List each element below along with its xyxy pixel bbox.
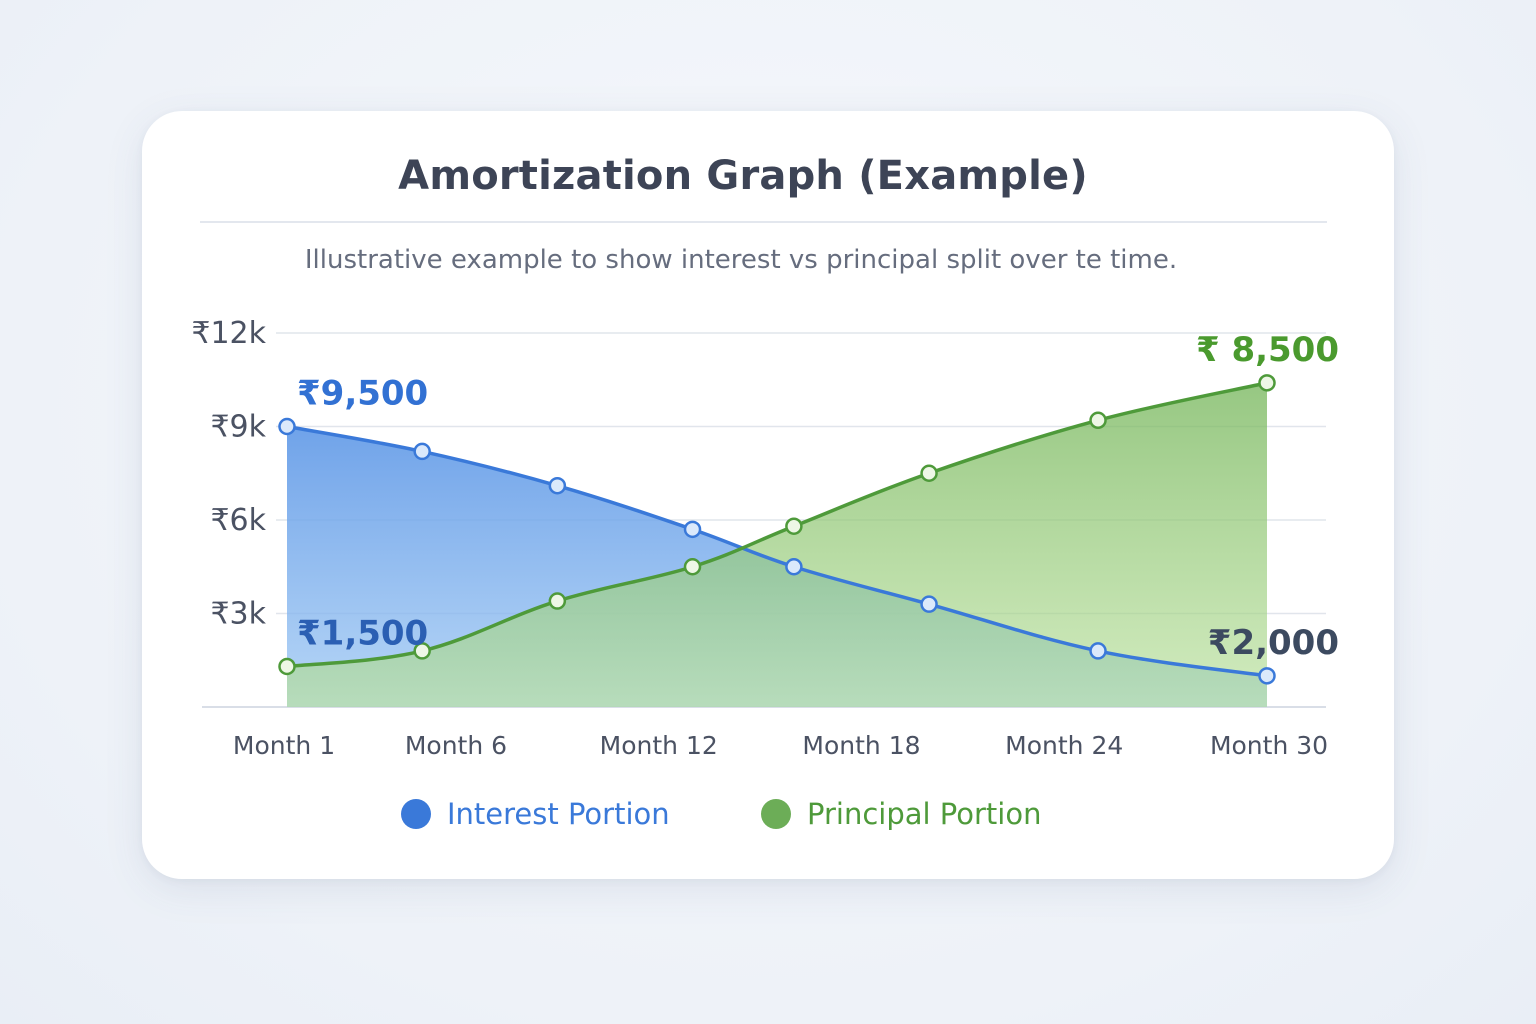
legend-label: Principal Portion xyxy=(807,797,1042,831)
y-tick-label: ₹6k xyxy=(210,503,266,538)
legend-dot-icon xyxy=(761,799,791,829)
principal-portion-point[interactable] xyxy=(785,517,803,535)
x-tick-label: Month 6 xyxy=(405,731,507,760)
legend: Interest Portion Principal Portion xyxy=(0,792,1536,836)
interest-portion-point[interactable] xyxy=(278,417,296,436)
y-tick-label: ₹3k xyxy=(210,597,266,632)
x-tick-label: Month 30 xyxy=(1210,731,1328,760)
data-label: ₹1,500 xyxy=(297,613,428,653)
principal-portion-point[interactable] xyxy=(548,592,567,610)
principal-portion-point[interactable] xyxy=(278,657,296,676)
interest-portion-point[interactable] xyxy=(548,476,567,495)
x-axis-ticks: Month 1 Month 6 Month 12 Month 18 Month 24 Mo… xyxy=(233,731,1328,760)
y-tick-label: ₹9k xyxy=(210,410,266,445)
series-points xyxy=(278,374,1276,685)
x-tick-label: Month 1 xyxy=(233,731,335,760)
title-divider xyxy=(200,221,1327,223)
legend-label: Interest Portion xyxy=(447,797,670,831)
y-tick-label: ₹12k xyxy=(191,316,266,351)
interest-portion-point[interactable] xyxy=(785,558,803,576)
x-tick-label: Month 12 xyxy=(600,731,718,760)
x-tick-label: Month 24 xyxy=(1005,731,1123,760)
interest-portion-point[interactable] xyxy=(1089,642,1107,660)
principal-portion-point[interactable] xyxy=(1089,411,1107,430)
principal-portion-point[interactable] xyxy=(683,558,702,576)
series-areas xyxy=(287,382,1267,707)
legend-dot-icon xyxy=(401,799,431,829)
x-tick-label: Month 18 xyxy=(802,731,920,760)
interest-portion-point[interactable] xyxy=(413,442,431,461)
legend-item-interest[interactable]: Interest Portion xyxy=(401,792,670,836)
data-label: ₹9,500 xyxy=(297,374,428,414)
legend-item-principal[interactable]: Principal Portion xyxy=(761,792,1041,836)
interest-portion-point[interactable] xyxy=(683,520,702,539)
data-labels: ₹9,500 ₹2,000 ₹1,500 ₹ 8,500 xyxy=(297,330,1339,663)
principal-portion-point[interactable] xyxy=(920,464,938,482)
interest-portion-point[interactable] xyxy=(1258,667,1276,685)
principal-portion-point[interactable] xyxy=(413,642,431,660)
data-label: ₹ 8,500 xyxy=(1196,330,1339,370)
chart-title: Amortization Graph (Example) xyxy=(398,153,1088,199)
interest-portion-point[interactable] xyxy=(920,595,938,613)
principal-portion-point[interactable] xyxy=(1258,374,1276,392)
data-label: ₹2,000 xyxy=(1208,623,1339,663)
chart-subtitle: Illustrative example to show interest vs… xyxy=(304,245,1178,275)
y-axis-ticks: ₹3k ₹6k ₹9k ₹12k xyxy=(191,316,266,632)
principal-portion-area xyxy=(287,382,1267,707)
